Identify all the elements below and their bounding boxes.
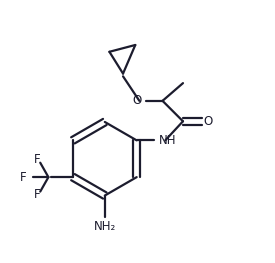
Text: F: F — [34, 188, 41, 201]
Text: F: F — [34, 153, 41, 166]
Text: O: O — [133, 94, 142, 107]
Text: F: F — [20, 171, 27, 184]
Text: NH₂: NH₂ — [94, 220, 116, 233]
Text: NH: NH — [158, 134, 176, 147]
Text: O: O — [204, 115, 213, 128]
